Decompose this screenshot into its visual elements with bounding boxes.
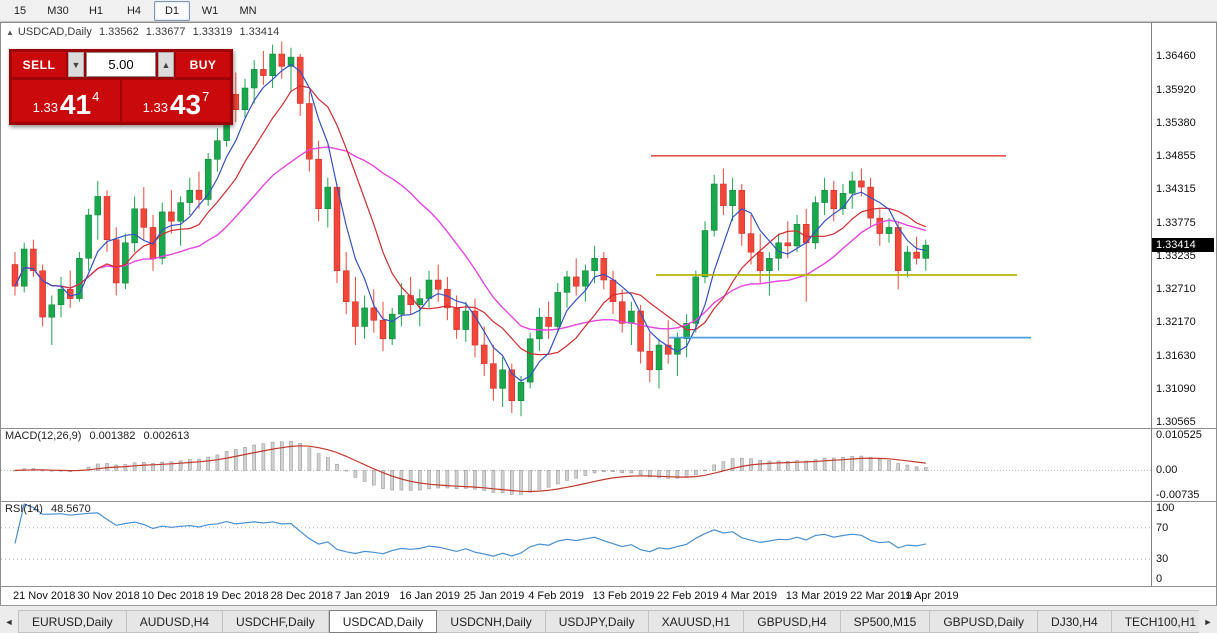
timeframe-button-d1[interactable]: D1 (154, 0, 190, 21)
rsi-label: RSI(14) (5, 503, 43, 515)
ohlc-close-value: 1.33414 (239, 26, 280, 38)
date-axis-label: 16 Jan 2019 (399, 590, 460, 602)
timeframe-toolbar: 15 M30 H1 H4 D1 W1 MN (0, 0, 1217, 22)
timeframe-button-mn[interactable]: MN (239, 4, 257, 17)
volume-input[interactable]: 5.00 (86, 52, 156, 77)
timeframe-button-h4[interactable]: H4 (126, 4, 142, 17)
chart-tab-dj30-h4[interactable]: DJ30,H4 (1038, 610, 1112, 633)
rsi-header: RSI(14) 48.5670 (5, 503, 96, 515)
date-axis-label: 13 Mar 2019 (785, 590, 848, 602)
date-axis-label: 4 Feb 2019 (528, 590, 584, 602)
chevron-down-icon: ▼ (71, 59, 81, 70)
macd-header: MACD(12,26,9) 0.001382 0.002613 (5, 430, 194, 442)
chart-tab-bar: ◄ EURUSD,Daily AUDUSD,H4 USDCHF,Daily USDCA… (0, 605, 1217, 633)
macd-signal-value: 0.002613 (143, 430, 190, 442)
chart-tab-usdjpy-daily[interactable]: USDJPY,Daily (545, 610, 649, 633)
rsi-chart-svg[interactable] (1, 501, 1151, 586)
chart-tab-eurusd-daily[interactable]: EURUSD,Daily (18, 610, 127, 633)
date-axis-label: 21 Nov 2018 (13, 590, 76, 602)
macd-label: MACD(12,26,9) (5, 430, 82, 442)
volume-dropdown-button[interactable]: ▼ (68, 52, 84, 77)
chart-tab-gbpusd-h4[interactable]: GBPUSD,H4 (744, 610, 841, 633)
price-axis-label: 1.34315 (1156, 183, 1196, 196)
macd-chart-svg[interactable] (1, 428, 1151, 501)
sell-button[interactable]: SELL (12, 52, 66, 77)
sell-price-fraction: 4 (92, 89, 100, 104)
chart-tab-audusd-h4[interactable]: AUDUSD,H4 (126, 610, 224, 633)
chart-tab-usdchf-daily[interactable]: USDCHF,Daily (223, 610, 329, 633)
price-axis-label: 1.32170 (1156, 316, 1196, 329)
buy-button[interactable]: BUY (176, 52, 230, 77)
buy-price-pips: 43 (169, 89, 202, 121)
rsi-axis-label: 0 (1156, 573, 1163, 585)
price-axis-label: 1.33235 (1156, 250, 1196, 263)
chart-tab-usdcad-daily[interactable]: USDCAD,Daily (328, 610, 438, 633)
sell-price-base: 1.33 (32, 100, 58, 115)
main-chart-svg[interactable] (1, 23, 1151, 428)
sell-price-pips: 41 (59, 89, 92, 121)
timeframe-button-w1[interactable]: W1 (201, 4, 219, 17)
price-axis-label: 1.31630 (1156, 349, 1196, 362)
timeframe-button-15[interactable]: 15 (13, 4, 27, 17)
rsi-panel-separator[interactable] (1, 501, 1216, 502)
sell-price-display[interactable]: 1.33 41 4 (12, 80, 120, 122)
price-axis-label: 1.31090 (1156, 383, 1196, 395)
rsi-axis-label: 100 (1156, 502, 1175, 514)
price-axis-label: 1.36460 (1156, 50, 1196, 63)
current-price-tag: 1.33414 (1152, 238, 1214, 253)
rsi-value: 48.5670 (50, 503, 91, 515)
date-axis: 21 Nov 2018 30 Nov 2018 10 Dec 2018 19 Dec … (1, 586, 1216, 605)
date-axis-label: 22 Mar 2019 (850, 590, 912, 602)
timeframe-button-m30[interactable]: M30 (47, 4, 69, 17)
direction-up-icon: ▲ (6, 28, 14, 37)
price-axis-label: 1.30565 (1156, 415, 1196, 428)
rsi-axis-label: 30 (1156, 553, 1169, 566)
ohlc-low-value: 1.33319 (192, 26, 233, 38)
chart-header: ▲ USDCAD,Daily 1.33562 1.33677 1.33319 1.… (6, 26, 283, 38)
chart-symbol-label: USDCAD,Daily (17, 26, 92, 38)
buy-price-base: 1.33 (142, 100, 168, 115)
chart-tab-gbpusd-daily[interactable]: GBPUSD,Daily (930, 610, 1039, 633)
macd-axis-label: 0.010525 (1156, 429, 1202, 441)
date-axis-label: 10 Dec 2018 (141, 590, 205, 602)
ohlc-open-value: 1.33562 (98, 26, 139, 38)
tabs-scroll-right-button[interactable]: ► (1203, 617, 1213, 627)
rsi-axis-label: 70 (1156, 521, 1169, 534)
buy-price-fraction: 7 (202, 89, 210, 104)
buy-price-display[interactable]: 1.33 43 7 (122, 80, 230, 122)
one-click-trading-panel: SELL ▼ 5.00 ▲ BUY 1.33 41 4 1.33 43 7 (9, 49, 233, 125)
price-axis-label: 1.34855 (1156, 149, 1196, 162)
date-axis-label: 22 Feb 2019 (657, 590, 719, 602)
date-axis-label: 28 Dec 2018 (270, 590, 333, 602)
tabs-track: EURUSD,Daily AUDUSD,H4 USDCHF,Daily USDCAD,… (18, 610, 1199, 633)
macd-axis-label: 0.00 (1156, 464, 1178, 477)
chevron-up-icon: ▲ (161, 59, 171, 70)
date-axis-label: 4 Mar 2019 (721, 590, 778, 602)
date-axis-label: 25 Jan 2019 (463, 590, 525, 602)
chart-window: ▲ USDCAD,Daily 1.33562 1.33677 1.33319 1.… (0, 22, 1217, 605)
price-axis-separator (1151, 23, 1152, 586)
chart-tab-tech100-h1[interactable]: TECH100,H1 (1111, 610, 1199, 633)
price-axis-label: 1.33775 (1156, 216, 1196, 229)
chart-tab-usdcnh-daily[interactable]: USDCNH,Daily (437, 610, 546, 633)
chart-tab-sp500-m15[interactable]: SP500,M15 (840, 610, 931, 633)
macd-axis-label: -0.00735 (1156, 489, 1200, 502)
date-axis-label: 13 Feb 2019 (592, 590, 655, 602)
timeframe-button-h1[interactable]: H1 (88, 4, 104, 17)
date-axis-label: 1 Apr 2019 (905, 590, 959, 602)
ohlc-high-value: 1.33677 (145, 26, 186, 38)
macd-panel-separator[interactable] (1, 428, 1216, 429)
chart-tab-xauusd-h1[interactable]: XAUUSD,H1 (648, 610, 745, 633)
date-axis-label: 30 Nov 2018 (77, 590, 140, 602)
date-axis-label: 7 Jan 2019 (335, 590, 390, 602)
tabs-scroll-left-button[interactable]: ◄ (4, 617, 14, 627)
price-axis-label: 1.35380 (1156, 117, 1196, 130)
volume-increase-button[interactable]: ▲ (158, 52, 174, 77)
price-axis-label: 1.35920 (1156, 83, 1196, 96)
price-axis-label: 1.32710 (1156, 282, 1196, 295)
date-axis-label: 19 Dec 2018 (206, 590, 269, 602)
macd-value: 0.001382 (89, 430, 136, 442)
